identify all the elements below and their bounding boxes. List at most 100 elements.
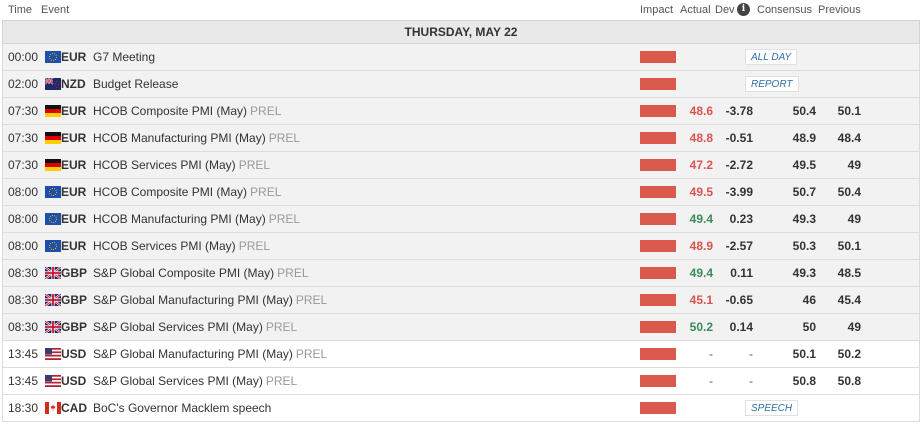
- event-time: 08:00: [8, 185, 39, 199]
- event-actual: 45.1: [689, 293, 713, 307]
- event-name[interactable]: HCOB Services PMI (May) PREL: [93, 233, 270, 259]
- event-previous: 50.2: [837, 347, 861, 361]
- event-deviation: -0.51: [725, 131, 753, 145]
- event-row[interactable]: 08:30 GBP S&P Global Manufacturing PMI (Ma…: [2, 287, 920, 314]
- event-actual: 49.5: [689, 185, 713, 199]
- actual-column-header: Actual: [680, 4, 711, 16]
- event-deviation: 0.11: [730, 266, 753, 280]
- time-column-header: Time: [8, 4, 33, 16]
- event-row[interactable]: 02:00 NZD Budget Release REPORT: [2, 71, 920, 98]
- gb-flag-icon: [45, 294, 61, 306]
- event-consensus: 50.1: [792, 347, 816, 361]
- event-name[interactable]: BoC's Governor Macklem speech: [93, 395, 271, 421]
- event-currency: CAD: [61, 401, 87, 415]
- event-currency: EUR: [61, 212, 87, 226]
- event-previous: 49: [847, 212, 861, 226]
- impact-bar: [640, 348, 676, 360]
- event-tag: PREL: [238, 158, 271, 172]
- event-title: S&P Global Manufacturing PMI (May): [93, 293, 293, 307]
- event-row[interactable]: 13:45 USD S&P Global Manufacturing PMI (Ma…: [2, 341, 920, 368]
- event-title: S&P Global Composite PMI (May): [93, 266, 275, 280]
- event-name[interactable]: HCOB Manufacturing PMI (May) PREL: [93, 206, 300, 232]
- impact-bar: [640, 213, 676, 225]
- event-column-header: Event: [41, 4, 70, 16]
- event-name[interactable]: HCOB Services PMI (May) PREL: [93, 152, 270, 178]
- event-previous: 50.4: [837, 185, 861, 199]
- event-currency: GBP: [61, 293, 88, 307]
- event-deviation: -: [749, 347, 753, 361]
- info-icon[interactable]: i: [737, 3, 750, 16]
- event-previous: 48.5: [837, 266, 861, 280]
- event-currency: EUR: [61, 158, 87, 172]
- event-deviation: 0.23: [729, 212, 753, 226]
- impact-bar: [640, 321, 676, 333]
- previous-column-header: Previous: [818, 4, 861, 16]
- event-row[interactable]: 08:00 EUR HCOB Composite PMI (May) PREL 49.5…: [2, 179, 920, 206]
- event-name[interactable]: S&P Global Manufacturing PMI (May) PREL: [93, 341, 327, 367]
- event-previous: 50.1: [837, 104, 861, 118]
- event-currency: NZD: [61, 77, 86, 91]
- impact-bar: [640, 51, 676, 63]
- event-time: 18:30: [8, 401, 39, 415]
- gb-flag-icon: [45, 321, 61, 333]
- event-deviation: -0.65: [725, 293, 753, 307]
- event-row[interactable]: 08:30 GBP S&P Global Services PMI (May) PRE…: [2, 314, 920, 341]
- de-flag-icon: [45, 132, 61, 144]
- event-name[interactable]: S&P Global Composite PMI (May) PREL: [93, 260, 309, 286]
- impact-column-header: Impact: [640, 4, 674, 16]
- event-row[interactable]: 18:30 CAD BoC's Governor Macklem speech SPE…: [2, 395, 920, 422]
- eu-flag-icon: [45, 51, 61, 63]
- event-name[interactable]: S&P Global Services PMI (May) PREL: [93, 368, 297, 394]
- de-flag-icon: [45, 105, 61, 117]
- event-title: HCOB Services PMI (May): [93, 239, 236, 253]
- impact-bar: [640, 375, 676, 387]
- event-deviation: -2.57: [725, 239, 753, 253]
- event-badge: SPEECH: [745, 400, 799, 416]
- event-name[interactable]: HCOB Manufacturing PMI (May) PREL: [93, 125, 300, 151]
- event-currency: EUR: [61, 131, 87, 145]
- event-title: BoC's Governor Macklem speech: [93, 401, 272, 415]
- event-actual: 49.4: [689, 212, 713, 226]
- event-row[interactable]: 07:30 EUR HCOB Manufacturing PMI (May) PREL…: [2, 125, 920, 152]
- event-consensus: 50: [802, 320, 816, 334]
- event-actual: -: [709, 347, 713, 361]
- event-title: S&P Global Services PMI (May): [93, 374, 263, 388]
- impact-bar: [640, 294, 676, 306]
- event-time: 07:30: [8, 104, 39, 118]
- event-row[interactable]: 00:00 EUR G7 Meeting ALL DAY: [2, 44, 920, 71]
- event-tag: PREL: [268, 131, 301, 145]
- event-title: Budget Release: [93, 77, 179, 91]
- event-name[interactable]: HCOB Composite PMI (May) PREL: [93, 179, 281, 205]
- event-name[interactable]: S&P Global Services PMI (May) PREL: [93, 314, 297, 340]
- impact-bar: [640, 402, 676, 414]
- event-tag: PREL: [265, 374, 298, 388]
- event-time: 13:45: [8, 347, 39, 361]
- event-consensus: 50.3: [792, 239, 816, 253]
- event-row[interactable]: 13:45 USD S&P Global Services PMI (May) PRE…: [2, 368, 920, 395]
- event-time: 08:30: [8, 266, 39, 280]
- event-row[interactable]: 08:30 GBP S&P Global Composite PMI (May) PR…: [2, 260, 920, 287]
- event-row[interactable]: 08:00 EUR HCOB Services PMI (May) PREL 48.9-…: [2, 233, 920, 260]
- impact-bar: [640, 267, 676, 279]
- event-previous: 48.4: [837, 131, 861, 145]
- event-actual: 48.8: [689, 131, 713, 145]
- eu-flag-icon: [45, 186, 61, 198]
- event-deviation: -: [749, 374, 753, 388]
- eu-flag-icon: [45, 240, 61, 252]
- event-currency: EUR: [61, 239, 87, 253]
- event-title: S&P Global Manufacturing PMI (May): [93, 347, 293, 361]
- event-tag: PREL: [265, 320, 298, 334]
- event-actual: 50.2: [689, 320, 713, 334]
- event-tag: PREL: [268, 212, 301, 226]
- event-title: G7 Meeting: [93, 50, 156, 64]
- event-name[interactable]: S&P Global Manufacturing PMI (May) PREL: [93, 287, 327, 313]
- event-row[interactable]: 07:30 EUR HCOB Composite PMI (May) PREL 48.6…: [2, 98, 920, 125]
- event-currency: GBP: [61, 320, 88, 334]
- event-time: 13:45: [8, 374, 39, 388]
- event-name[interactable]: HCOB Composite PMI (May) PREL: [93, 98, 281, 124]
- event-name[interactable]: Budget Release: [93, 71, 178, 97]
- event-row[interactable]: 08:00 EUR HCOB Manufacturing PMI (May) PREL…: [2, 206, 920, 233]
- event-row[interactable]: 07:30 EUR HCOB Services PMI (May) PREL 47.2-…: [2, 152, 920, 179]
- event-tag: PREL: [238, 239, 271, 253]
- event-name[interactable]: G7 Meeting: [93, 44, 155, 70]
